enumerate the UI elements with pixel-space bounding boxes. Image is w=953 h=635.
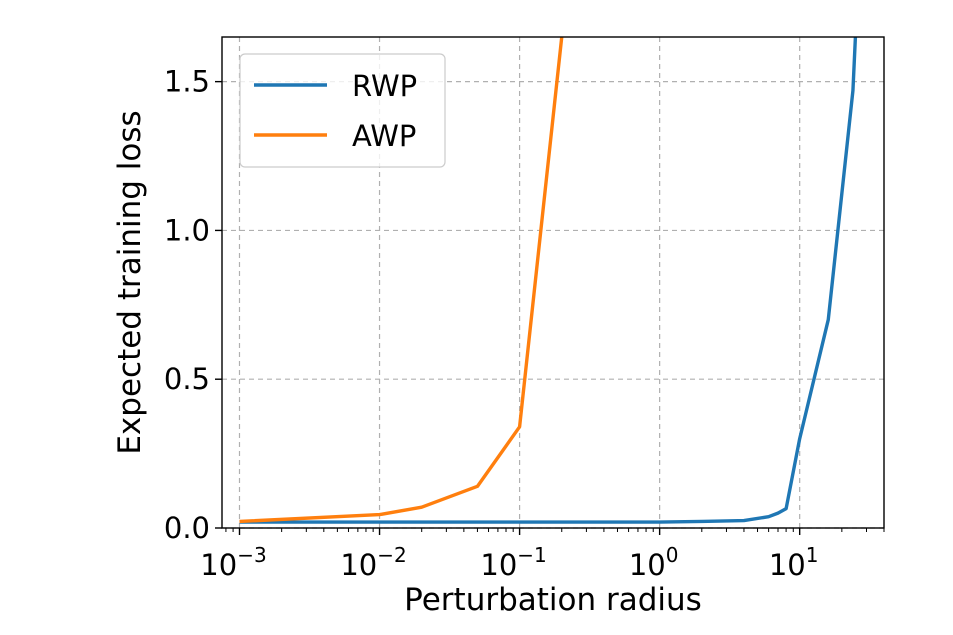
x-tick-label: 10−3 [200, 543, 266, 582]
legend: RWP AWP [239, 53, 446, 168]
y-tick-label: 0.0 [164, 511, 210, 545]
legend-label-rwp: RWP [352, 69, 417, 103]
x-tick-label: 10−2 [340, 543, 406, 582]
x-axis-label: Perturbation radius [404, 582, 702, 618]
y-tick-label: 0.5 [164, 362, 210, 396]
plot-frame [221, 36, 885, 529]
x-tick-label: 100 [629, 543, 679, 582]
y-tick-label: 1.0 [164, 213, 210, 247]
axes [215, 36, 885, 535]
legend-box [239, 53, 446, 168]
series-line-awp [239, 37, 564, 524]
x-tick-label: 101 [769, 543, 819, 582]
x-tick-label: 10−1 [480, 543, 546, 582]
series-line-rwp [239, 37, 858, 524]
y-tick-label: 1.5 [164, 65, 210, 99]
series-lines [239, 37, 858, 524]
tick-labels: 10−3 10−2 10−1 100 101 0.0 0.5 1.0 1.5 [164, 65, 819, 582]
y-axis-label: Expected training loss [112, 110, 148, 454]
legend-label-awp: AWP [352, 119, 416, 153]
